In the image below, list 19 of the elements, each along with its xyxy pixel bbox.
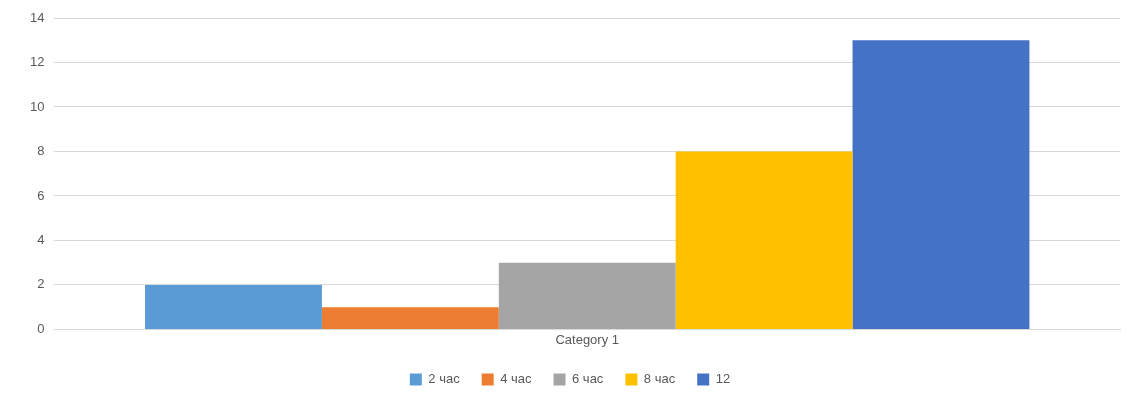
legend-label: 4 час [500, 371, 533, 387]
bar [498, 262, 676, 329]
y-tick-label: 2 [37, 276, 45, 292]
legend-label: 2 час [428, 371, 461, 387]
y-tick-label: 0 [37, 320, 45, 336]
x-tick-label: Category 1 [555, 331, 620, 347]
y-tick-label: 6 [37, 187, 45, 203]
legend-label: 6 час [572, 371, 604, 387]
bar [852, 40, 1030, 329]
y-tick-label: 14 [29, 9, 45, 25]
y-tick-label: 4 [37, 232, 45, 248]
bar [145, 284, 322, 329]
bar [675, 151, 853, 329]
y-tick-label: 8 [37, 143, 45, 159]
bar [321, 307, 499, 329]
y-tick-label: 10 [29, 98, 45, 114]
legend-label: 8 час [643, 371, 676, 387]
legend-label: 12 [715, 371, 731, 387]
y-tick-label: 12 [29, 54, 45, 70]
